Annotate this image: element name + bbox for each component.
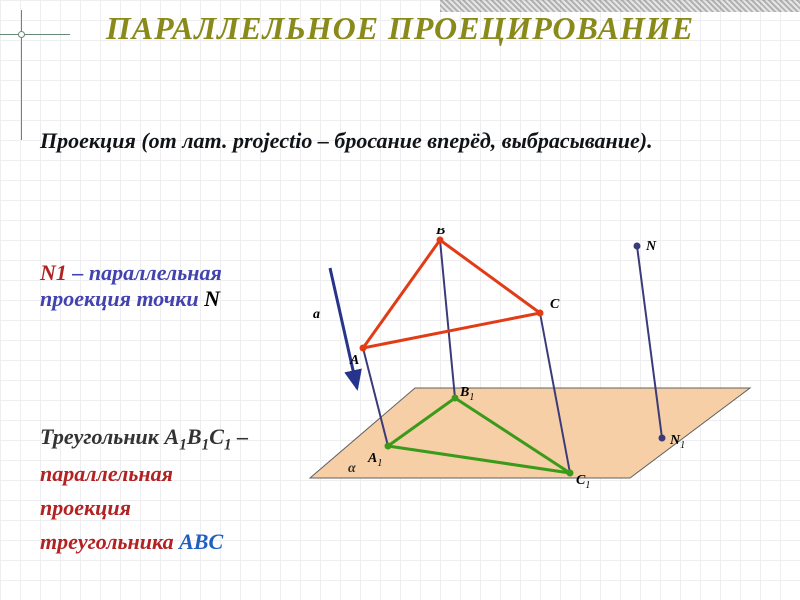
point-N1 (659, 435, 666, 442)
direction-arrow-label: a (313, 307, 320, 322)
note-tri-b: B (187, 424, 202, 449)
page-title: ПАРАЛЛЕЛЬНОЕ ПРОЕЦИРОВАНИЕ (0, 10, 800, 47)
point-C (537, 310, 544, 317)
point-label-N: N (645, 239, 657, 254)
note-triangle: Треугольник A1B1C1 – параллельная проекц… (40, 420, 248, 560)
point-C1 (567, 470, 574, 477)
note-tri-l4a: треугольника (40, 529, 179, 554)
projection-ray-1 (440, 240, 455, 398)
note-tri-c: C (209, 424, 224, 449)
note-tri-l2: параллельная (40, 461, 173, 486)
note-tri-dash: – (232, 424, 249, 449)
point-N (634, 243, 641, 250)
plane-alpha-label: α (348, 461, 356, 476)
note-tri-s1: 1 (179, 436, 187, 453)
point-B1 (452, 395, 459, 402)
subtitle: Проекция (от лат. projectio – бросание в… (40, 128, 760, 154)
note-tri-s3: 1 (224, 436, 232, 453)
note-tri-abc: ABC (179, 529, 223, 554)
point-label-A: A (349, 353, 359, 368)
note-n1-N: N (204, 286, 220, 311)
triangle-abc (363, 240, 540, 348)
point-A1 (385, 443, 392, 450)
note-n1: N1 – параллельная проекция точки N (40, 260, 222, 312)
note-n1-rest: – параллельная (67, 260, 222, 285)
note-tri-l3: проекция (40, 495, 131, 520)
point-A (360, 345, 367, 352)
direction-arrow (330, 268, 357, 388)
point-label-C: C (550, 297, 560, 312)
note-n1-label: N1 (40, 260, 67, 285)
note-tri-word: Треугольник A (40, 424, 179, 449)
note-n1-line2: проекция точки (40, 286, 204, 311)
projection-diagram: aABCA1B1C1NN1α (280, 228, 780, 568)
point-label-B: B (435, 228, 445, 238)
